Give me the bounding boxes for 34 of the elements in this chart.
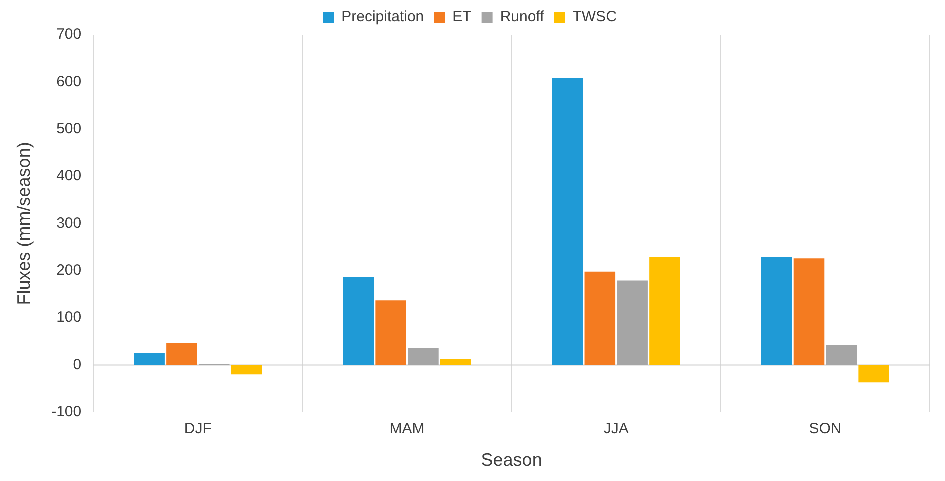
x-tick-label: MAM (390, 420, 425, 438)
legend-label: Precipitation (342, 8, 424, 26)
bar (134, 353, 165, 366)
x-tick-label: JJA (604, 420, 629, 438)
y-axis-title: Fluxes (mm/season) (14, 142, 34, 306)
bar (858, 365, 890, 383)
bar (584, 272, 616, 366)
y-tick-label: 0 (73, 356, 82, 374)
legend-label: TWSC (572, 8, 618, 26)
bar (650, 257, 680, 366)
x-tick-label: DJF (184, 420, 212, 438)
x-tick-label: SON (809, 420, 842, 438)
bar (408, 348, 439, 366)
bar (231, 365, 262, 375)
y-tick-label: -100 (52, 404, 82, 421)
legend-label: Runoff (500, 8, 546, 26)
bar (440, 359, 472, 366)
bar (343, 277, 374, 366)
y-tick-label: 100 (56, 309, 82, 326)
y-tick-label: 400 (56, 168, 82, 185)
y-tick-label: 700 (56, 26, 82, 44)
bar (552, 78, 584, 366)
y-tick-label: 300 (56, 214, 82, 232)
bar (617, 280, 648, 366)
y-tick-label: 500 (56, 120, 82, 138)
bar (794, 258, 825, 366)
bar (761, 257, 792, 366)
bar (166, 344, 198, 366)
bar (376, 300, 406, 366)
legend-label: ET (452, 8, 472, 26)
x-axis-title: Season (481, 450, 542, 470)
bar (826, 345, 858, 366)
y-tick-label: 600 (56, 73, 82, 90)
y-tick-label: 200 (56, 262, 82, 280)
